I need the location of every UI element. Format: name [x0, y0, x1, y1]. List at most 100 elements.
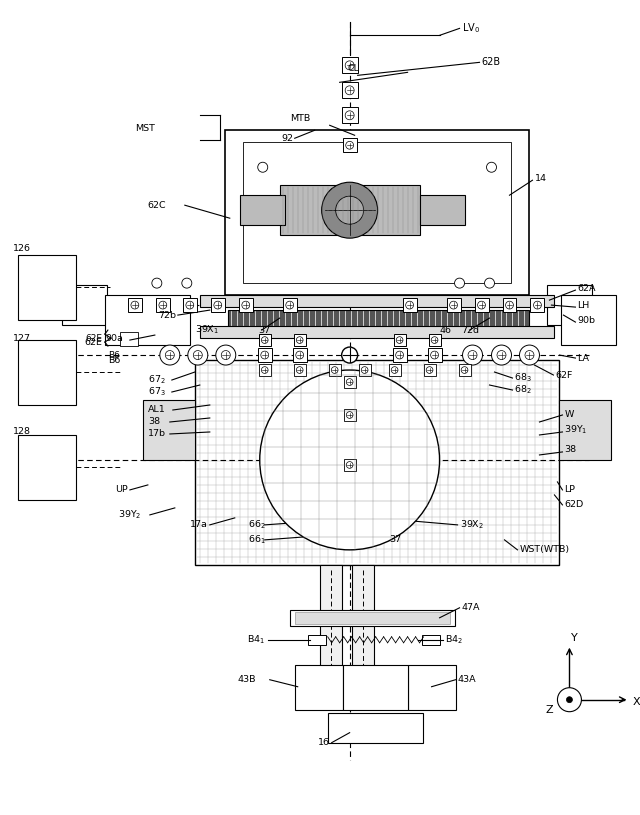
- Bar: [424, 364, 436, 376]
- Circle shape: [431, 351, 438, 359]
- Circle shape: [296, 337, 303, 343]
- Bar: [259, 364, 271, 376]
- Circle shape: [342, 347, 358, 363]
- Circle shape: [261, 351, 269, 359]
- Bar: [18, 340, 76, 405]
- Text: 39Y$_2$: 39Y$_2$: [118, 509, 141, 521]
- Bar: [342, 139, 356, 152]
- Circle shape: [346, 461, 353, 469]
- Text: 47A: 47A: [461, 603, 480, 612]
- Text: 37: 37: [390, 535, 402, 544]
- Circle shape: [214, 302, 221, 309]
- Text: 46: 46: [440, 325, 452, 335]
- Circle shape: [242, 302, 250, 309]
- Circle shape: [260, 370, 440, 550]
- Bar: [240, 196, 285, 225]
- Bar: [422, 635, 440, 645]
- Text: 38: 38: [148, 417, 160, 426]
- Text: MST: MST: [135, 124, 155, 133]
- Bar: [342, 665, 408, 710]
- Bar: [559, 400, 611, 460]
- Text: MTB: MTB: [290, 114, 310, 123]
- Circle shape: [216, 345, 236, 365]
- Text: 43B: 43B: [238, 676, 256, 685]
- Circle shape: [431, 337, 438, 343]
- Text: AL1: AL1: [148, 406, 166, 415]
- Circle shape: [346, 141, 353, 149]
- Circle shape: [454, 278, 465, 289]
- Bar: [18, 435, 76, 500]
- Circle shape: [450, 302, 458, 309]
- Bar: [474, 298, 488, 312]
- Text: 62D: 62D: [564, 500, 584, 509]
- Circle shape: [335, 196, 364, 224]
- Bar: [342, 108, 358, 123]
- Bar: [280, 185, 420, 236]
- Circle shape: [186, 302, 194, 309]
- Circle shape: [159, 302, 167, 309]
- Bar: [225, 130, 529, 295]
- Bar: [388, 364, 401, 376]
- Circle shape: [131, 302, 139, 309]
- Text: 62E: 62E: [84, 337, 102, 346]
- Bar: [328, 712, 422, 742]
- Text: Z: Z: [546, 705, 554, 715]
- Bar: [502, 298, 516, 312]
- Bar: [547, 285, 593, 325]
- Circle shape: [345, 111, 354, 120]
- Circle shape: [165, 350, 174, 359]
- Circle shape: [534, 302, 541, 309]
- Text: LV$_0$: LV$_0$: [461, 21, 479, 35]
- Bar: [447, 298, 461, 312]
- Text: LA: LA: [577, 354, 589, 363]
- Bar: [408, 665, 456, 710]
- Bar: [329, 364, 340, 376]
- Text: W: W: [564, 411, 574, 420]
- Circle shape: [492, 345, 511, 365]
- Bar: [292, 348, 307, 362]
- Bar: [358, 364, 371, 376]
- Circle shape: [346, 379, 353, 385]
- Text: 37: 37: [258, 325, 270, 335]
- Bar: [128, 298, 142, 312]
- Bar: [200, 326, 554, 338]
- Circle shape: [182, 278, 192, 289]
- Bar: [531, 298, 545, 312]
- Circle shape: [406, 302, 413, 309]
- Circle shape: [261, 367, 268, 373]
- Text: CL: CL: [348, 64, 360, 73]
- Circle shape: [296, 367, 303, 373]
- Text: 72d: 72d: [461, 325, 479, 335]
- Bar: [344, 459, 356, 471]
- Bar: [259, 334, 271, 346]
- Text: 68$_3$: 68$_3$: [515, 372, 532, 385]
- Bar: [239, 298, 253, 312]
- Circle shape: [152, 278, 162, 289]
- Circle shape: [486, 162, 497, 172]
- Bar: [228, 310, 529, 328]
- Circle shape: [160, 345, 180, 365]
- Bar: [183, 298, 197, 312]
- Text: 126: 126: [13, 244, 31, 253]
- Bar: [428, 348, 442, 362]
- Text: 17b: 17b: [148, 430, 166, 438]
- Bar: [200, 295, 554, 307]
- Text: 38: 38: [564, 446, 577, 455]
- Bar: [561, 295, 616, 345]
- Text: 67$_2$: 67$_2$: [148, 374, 166, 386]
- Text: 62B: 62B: [481, 57, 500, 68]
- Bar: [294, 364, 306, 376]
- Circle shape: [468, 350, 477, 359]
- Text: 62A: 62A: [577, 284, 596, 293]
- Text: 90a: 90a: [105, 333, 123, 342]
- Text: 62F: 62F: [556, 371, 573, 380]
- Text: UP: UP: [115, 486, 128, 495]
- Circle shape: [188, 345, 208, 365]
- Text: 14: 14: [534, 174, 547, 183]
- Circle shape: [426, 367, 433, 373]
- Text: 92: 92: [282, 134, 294, 143]
- Circle shape: [193, 350, 202, 359]
- Text: Y: Y: [572, 632, 578, 643]
- Bar: [243, 143, 511, 283]
- Circle shape: [497, 350, 506, 359]
